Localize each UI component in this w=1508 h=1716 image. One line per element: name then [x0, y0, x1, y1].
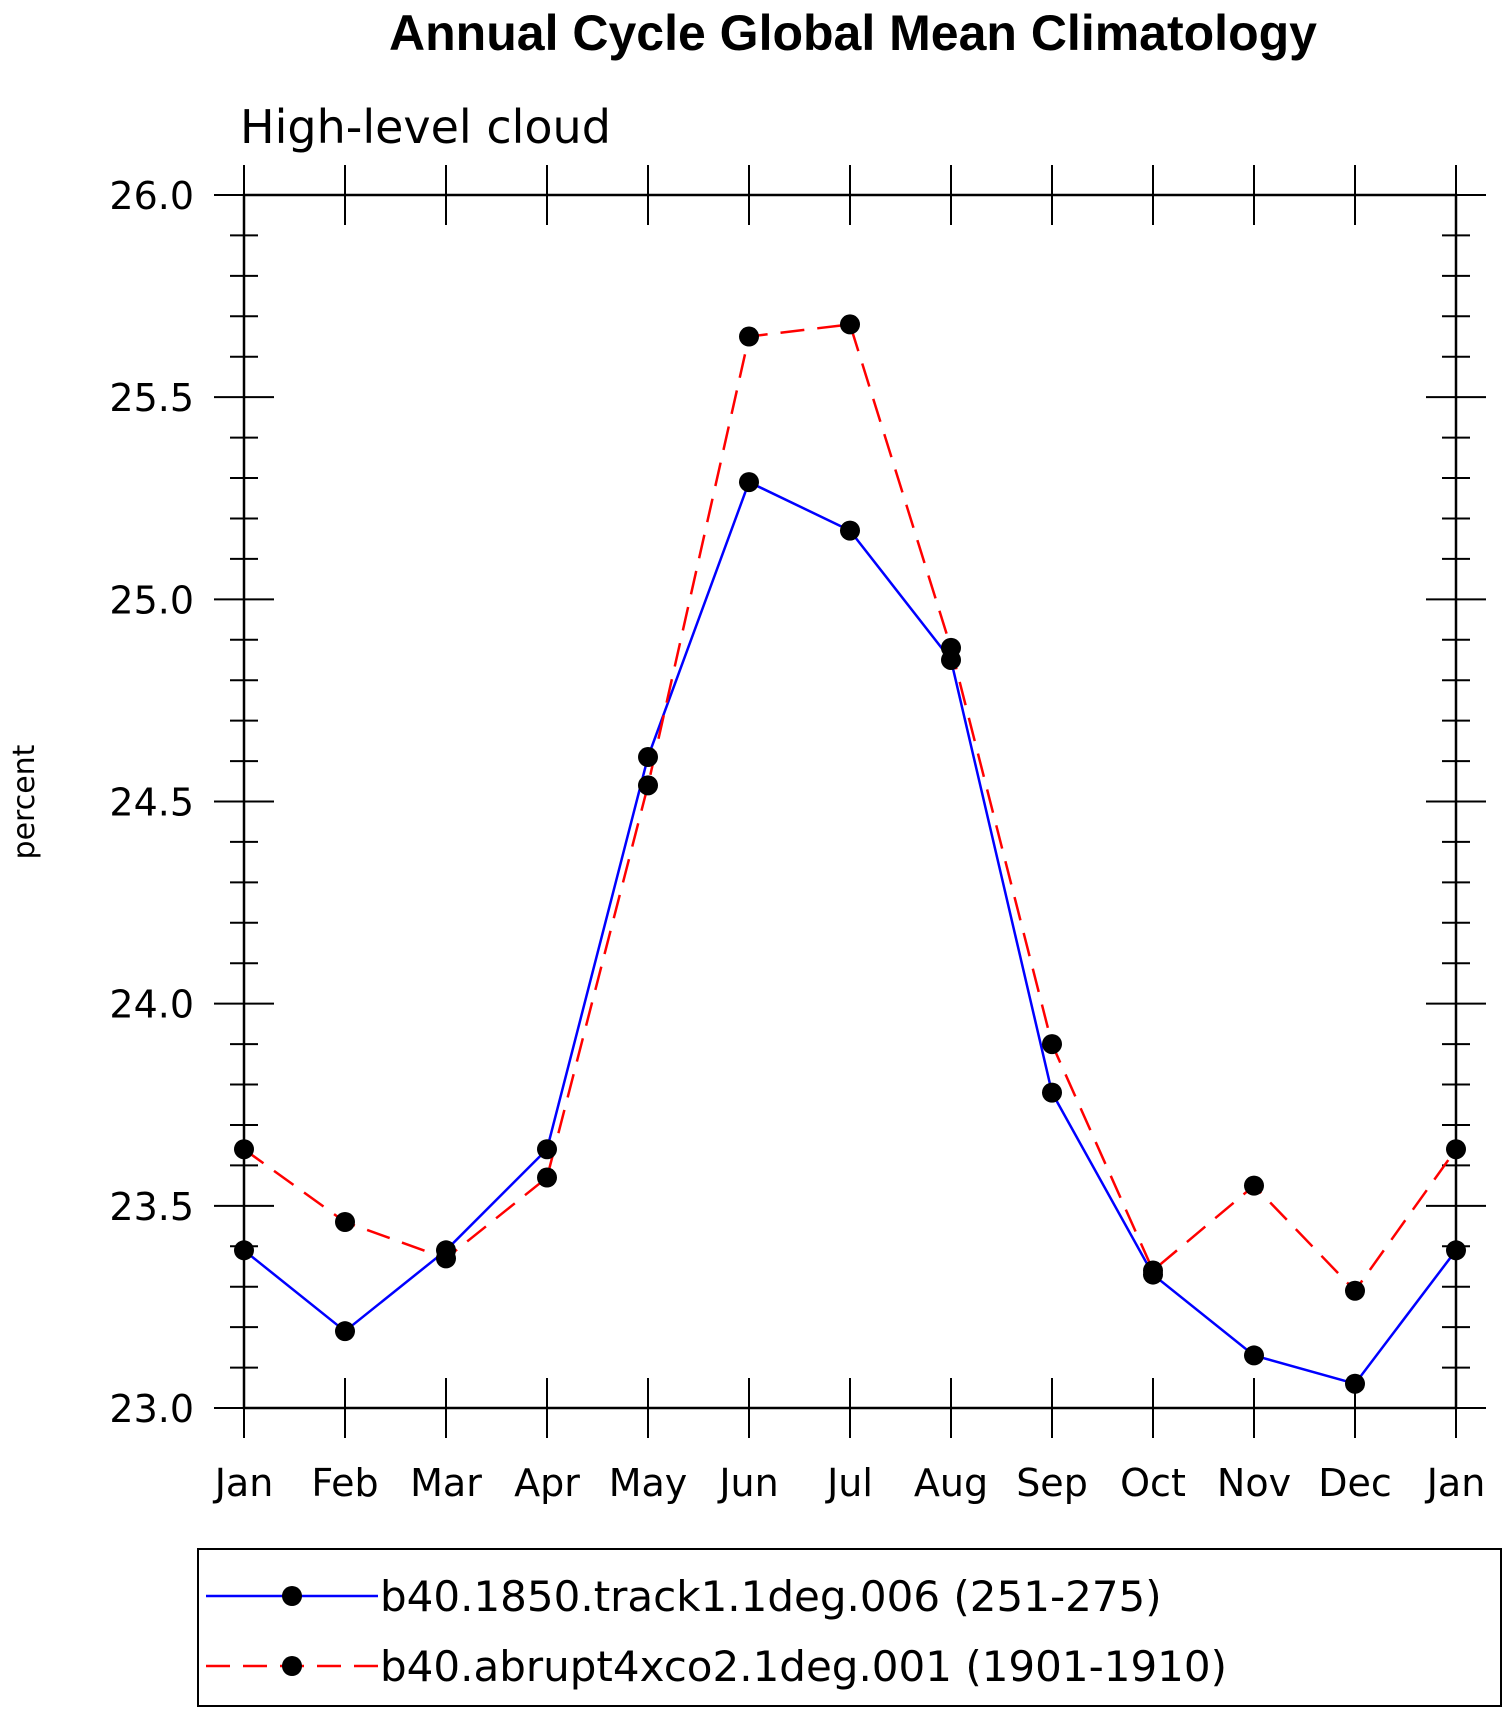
- x-tick-label: Sep: [1016, 1461, 1088, 1505]
- series-1-point: [335, 1321, 355, 1342]
- series-2-point: [234, 1139, 254, 1160]
- x-tick-label: Apr: [514, 1461, 580, 1505]
- legend-entry-1: b40.1850.track1.1deg.006 (251-275): [380, 1572, 1162, 1621]
- y-tick-label: 25.0: [109, 578, 194, 622]
- series-line-1: [243, 480, 1457, 1386]
- chart-subtitle: High-level cloud: [240, 100, 611, 154]
- y-tick-label: 26.0: [109, 174, 194, 218]
- series-1-point: [840, 520, 860, 541]
- x-tick-label: Jan: [1425, 1461, 1486, 1505]
- series-line-2: [243, 323, 1458, 1293]
- y-tick-label: 24.5: [109, 781, 194, 825]
- series-2-point: [1345, 1280, 1365, 1301]
- series-2-point: [537, 1167, 557, 1188]
- x-tick-label: Oct: [1120, 1461, 1186, 1505]
- y-tick-label: 23.5: [109, 1185, 194, 1229]
- series-1-point: [1244, 1345, 1264, 1366]
- series-2-point: [436, 1248, 456, 1269]
- x-tick-label: Mar: [410, 1461, 482, 1505]
- x-tick-label: Dec: [1318, 1461, 1392, 1505]
- series-1-point: [638, 747, 658, 768]
- series-2-point: [638, 775, 658, 796]
- legend-marker-1: [282, 1586, 302, 1606]
- x-tick-label: Jan: [213, 1461, 274, 1505]
- y-axis-label: percent: [7, 744, 42, 859]
- series-2-point: [1143, 1260, 1163, 1281]
- series-1-point: [537, 1139, 557, 1160]
- y-tick-label: 25.5: [109, 376, 194, 420]
- plot-frame: [242, 193, 1458, 1410]
- series-1-point: [1446, 1240, 1466, 1261]
- x-tick-label: Nov: [1217, 1461, 1291, 1505]
- series-2-point: [335, 1212, 355, 1233]
- series-2-point: [1446, 1139, 1466, 1160]
- y-tick-labels: 23.0 23.5 24.0 24.5 25.0 25.5 26.0: [109, 174, 194, 1431]
- series-layer: [234, 314, 1466, 1394]
- series-1-point: [1345, 1373, 1365, 1394]
- series-2-point: [941, 637, 961, 658]
- series-2-point: [739, 326, 759, 347]
- series-2-point: [1244, 1175, 1264, 1196]
- series-1-point: [234, 1240, 254, 1261]
- axis-ticks: [214, 165, 1486, 1438]
- legend-box: [197, 1548, 1502, 1707]
- x-tick-label: Jul: [825, 1461, 873, 1505]
- x-tick-label: Feb: [311, 1461, 378, 1505]
- legend-marker-2: [282, 1656, 302, 1676]
- series-1-point: [1042, 1082, 1062, 1103]
- y-tick-label: 24.0: [109, 983, 194, 1027]
- y-tick-label: 23.0: [109, 1387, 194, 1431]
- series-2-point: [1042, 1034, 1062, 1055]
- x-tick-label: Aug: [914, 1461, 988, 1505]
- x-tick-label: May: [609, 1461, 688, 1505]
- x-tick-label: Jun: [717, 1461, 778, 1505]
- x-tick-labels: Jan Feb Mar Apr May Jun Jul Aug Sep Oct Nov Dec Jan: [213, 1461, 1486, 1505]
- legend: b40.1850.track1.1deg.006 (251-275) b40.ab…: [197, 1548, 1502, 1707]
- series-2-point: [840, 314, 860, 335]
- series-1-point: [739, 472, 759, 493]
- legend-entry-2: b40.abrupt4xco2.1deg.001 (1901-1910): [380, 1642, 1227, 1691]
- chart-title: Annual Cycle Global Mean Climatology: [389, 5, 1317, 61]
